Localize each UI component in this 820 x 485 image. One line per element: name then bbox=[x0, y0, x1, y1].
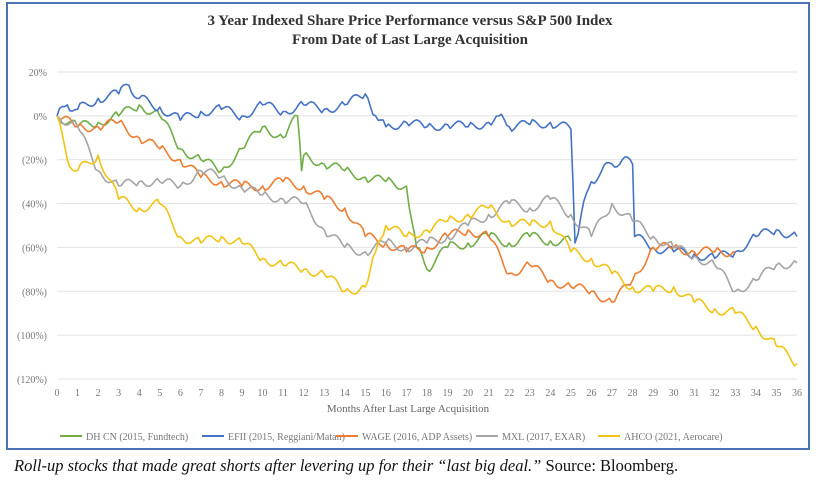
caption-source: Source: Bloomberg. bbox=[541, 456, 679, 475]
x-tick-label: 16 bbox=[381, 388, 391, 399]
legend-label: MXL (2017, EXAR) bbox=[502, 432, 585, 443]
y-tick-label: (80%) bbox=[22, 287, 47, 298]
x-tick-label: 33 bbox=[730, 388, 740, 399]
line-chart: 3 Year Indexed Share Price Performance v… bbox=[17, 13, 802, 443]
legend-label: AHCO (2021, Aerocare) bbox=[624, 432, 723, 443]
x-tick-label: 5 bbox=[157, 388, 162, 399]
x-tick-label: 7 bbox=[198, 388, 203, 399]
x-tick-label: 6 bbox=[178, 388, 183, 399]
figure-caption: Roll-up stocks that made great shorts af… bbox=[14, 456, 678, 476]
y-tick-label: (40%) bbox=[22, 200, 47, 211]
y-tick-label: (60%) bbox=[22, 243, 47, 254]
x-tick-label: 28 bbox=[628, 388, 638, 399]
x-tick-label: 27 bbox=[607, 388, 617, 399]
x-tick-label: 8 bbox=[219, 388, 224, 399]
x-tick-label: 30 bbox=[669, 388, 679, 399]
x-tick-label: 18 bbox=[422, 388, 432, 399]
x-tick-label: 23 bbox=[525, 388, 535, 399]
x-tick-label: 22 bbox=[504, 388, 514, 399]
x-tick-label: 3 bbox=[116, 388, 121, 399]
series-line-wage bbox=[56, 115, 736, 304]
chart-subtitle: From Date of Last Large Acquisition bbox=[292, 32, 529, 48]
x-tick-label: 21 bbox=[484, 388, 494, 399]
x-tick-label: 9 bbox=[240, 388, 245, 399]
x-tick-label: 11 bbox=[278, 388, 288, 399]
legend-label: DH CN (2015, Fundtech) bbox=[86, 432, 188, 443]
series-line-mxl bbox=[56, 115, 798, 293]
x-tick-label: 13 bbox=[319, 388, 329, 399]
x-tick-label: 34 bbox=[751, 388, 761, 399]
x-tick-label: 10 bbox=[258, 388, 268, 399]
x-tick-label: 0 bbox=[55, 388, 60, 399]
x-tick-label: 20 bbox=[463, 388, 473, 399]
legend-label: WAGE (2016, ADP Assets) bbox=[362, 432, 472, 443]
x-tick-label: 36 bbox=[792, 388, 802, 399]
x-tick-label: 17 bbox=[401, 388, 411, 399]
legend-label: EFII (2015, Reggiani/Matan) bbox=[228, 432, 345, 443]
x-tick-label: 29 bbox=[648, 388, 658, 399]
x-tick-label: 2 bbox=[96, 388, 101, 399]
x-tick-label: 19 bbox=[443, 388, 453, 399]
chart-frame: 3 Year Indexed Share Price Performance v… bbox=[6, 2, 810, 450]
series-line-dh bbox=[56, 104, 572, 273]
x-tick-label: 26 bbox=[586, 388, 596, 399]
y-tick-label: 20% bbox=[29, 68, 47, 79]
y-tick-label: (100%) bbox=[17, 331, 47, 342]
y-tick-label: (120%) bbox=[17, 375, 47, 386]
x-tick-label: 24 bbox=[545, 388, 555, 399]
x-tick-label: 12 bbox=[299, 388, 309, 399]
x-axis-label: Months After Last Large Acquisition bbox=[327, 403, 490, 415]
x-tick-label: 35 bbox=[771, 388, 781, 399]
x-tick-label: 32 bbox=[710, 388, 720, 399]
x-tick-label: 15 bbox=[360, 388, 370, 399]
x-tick-label: 1 bbox=[75, 388, 80, 399]
y-tick-label: 0% bbox=[34, 112, 47, 123]
chart-title: 3 Year Indexed Share Price Performance v… bbox=[207, 13, 613, 29]
series-line-efii bbox=[56, 83, 798, 262]
x-tick-label: 31 bbox=[689, 388, 699, 399]
x-tick-label: 4 bbox=[137, 388, 142, 399]
x-tick-label: 25 bbox=[566, 388, 576, 399]
x-tick-label: 14 bbox=[340, 388, 350, 399]
series-line-ahco bbox=[56, 115, 798, 367]
caption-text: Roll-up stocks that made great shorts af… bbox=[14, 456, 542, 475]
y-tick-label: (20%) bbox=[22, 156, 47, 167]
